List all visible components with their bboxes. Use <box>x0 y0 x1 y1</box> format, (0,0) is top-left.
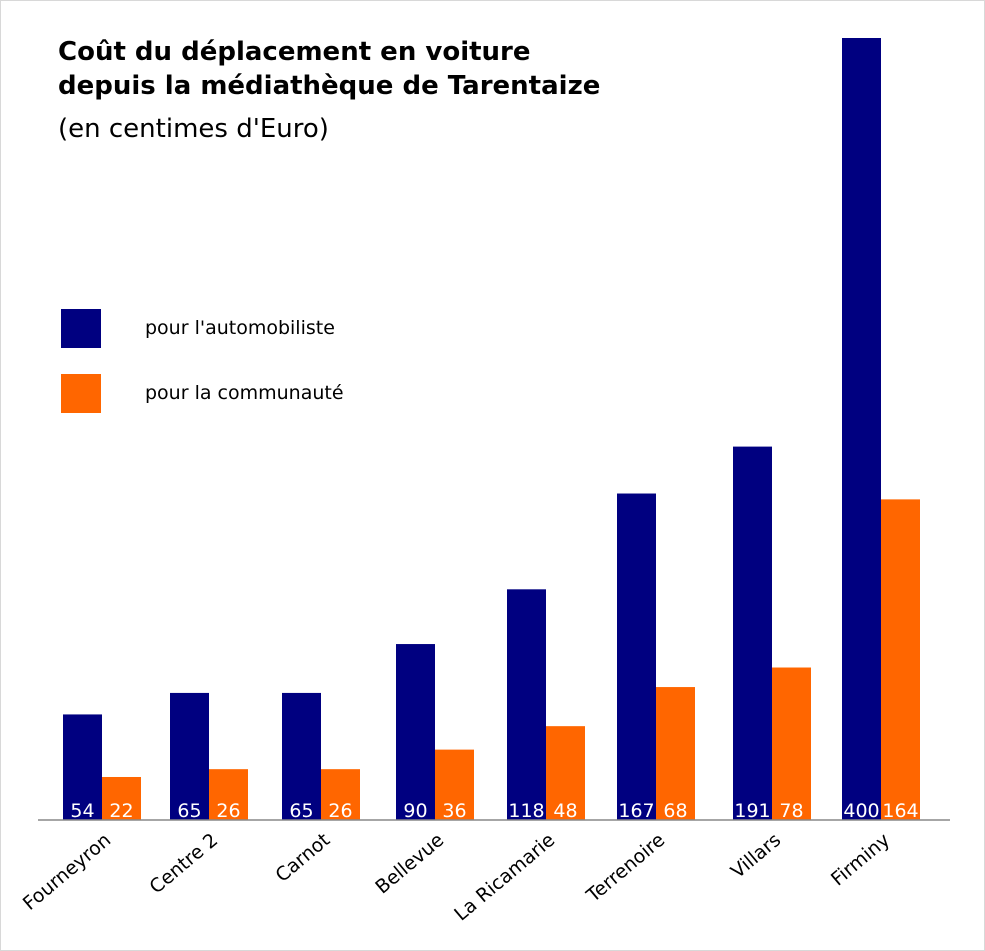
bars-group <box>63 38 920 820</box>
bar-automobiliste-2 <box>282 692 321 820</box>
category-label-7: Firminy <box>827 829 894 890</box>
value-label-communaute-0: 22 <box>109 800 133 822</box>
value-label-automobiliste-1: 65 <box>177 800 201 822</box>
bar-communaute-2 <box>321 769 360 820</box>
value-label-automobiliste-7: 400 <box>843 800 879 822</box>
legend-swatch-automobiliste <box>61 309 101 348</box>
value-label-automobiliste-3: 90 <box>403 800 427 822</box>
value-label-automobiliste-6: 191 <box>734 800 770 822</box>
bar-communaute-7 <box>881 499 920 820</box>
bar-automobiliste-0 <box>63 714 102 820</box>
category-label-4: La Ricamarie <box>450 829 559 925</box>
value-labels-group: 54 22 65 26 65 26 90 36 118 48 167 68 191 78 400 164 <box>70 800 918 822</box>
bar-automobiliste-3 <box>396 644 435 820</box>
value-label-communaute-3: 36 <box>442 800 466 822</box>
legend: pour l'automobiliste pour la communauté <box>61 309 344 413</box>
bar-communaute-0 <box>102 776 141 820</box>
bar-communaute-3 <box>435 749 474 820</box>
chart-title-line-2: depuis la médiathèque de Tarentaize <box>58 71 600 101</box>
bar-communaute-6 <box>772 667 811 820</box>
category-label-6: Villars <box>727 829 785 883</box>
value-label-communaute-1: 26 <box>216 800 240 822</box>
category-label-1: Centre 2 <box>146 829 223 898</box>
value-label-automobiliste-4: 118 <box>508 800 544 822</box>
value-label-communaute-6: 78 <box>779 800 803 822</box>
value-label-automobiliste-2: 65 <box>289 800 313 822</box>
value-label-communaute-7: 164 <box>882 800 918 822</box>
chart-title-line-1: Coût du déplacement en voiture <box>58 37 531 67</box>
bar-automobiliste-7 <box>842 38 881 820</box>
legend-label-automobiliste: pour l'automobiliste <box>145 317 335 339</box>
legend-label-communaute: pour la communauté <box>145 382 344 404</box>
bar-automobiliste-5 <box>617 493 656 820</box>
value-label-communaute-2: 26 <box>328 800 352 822</box>
category-label-3: Bellevue <box>371 829 448 899</box>
value-label-communaute-4: 48 <box>553 800 577 822</box>
value-label-automobiliste-5: 167 <box>618 800 654 822</box>
bar-communaute-5 <box>656 687 695 820</box>
bar-automobiliste-1 <box>170 692 209 820</box>
bar-communaute-4 <box>546 726 585 820</box>
bar-automobiliste-4 <box>507 589 546 820</box>
chart-subtitle: (en centimes d'Euro) <box>58 114 329 144</box>
category-label-2: Carnot <box>271 829 334 887</box>
category-label-0: Fourneyron <box>19 829 115 915</box>
category-label-5: Terrenoire <box>582 829 669 907</box>
value-label-automobiliste-0: 54 <box>70 800 94 822</box>
category-labels-group: Fourneyron Centre 2 Carnot Bellevue La Ricam… <box>19 829 894 925</box>
value-label-communaute-5: 68 <box>663 800 687 822</box>
bar-automobiliste-6 <box>733 446 772 820</box>
bar-communaute-1 <box>209 769 248 820</box>
legend-swatch-communaute <box>61 374 101 413</box>
